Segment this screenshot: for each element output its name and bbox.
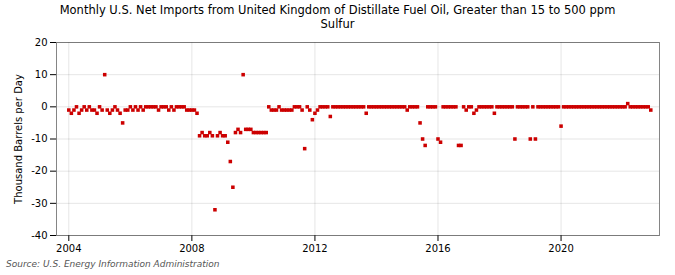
svg-text:Thousand Barrels per Day: Thousand Barrels per Day	[13, 74, 24, 205]
svg-text:-40: -40	[31, 229, 47, 240]
svg-text:2004: 2004	[56, 242, 81, 253]
svg-text:2008: 2008	[179, 242, 204, 253]
html-text:Monthly U.S. Net Imports from: Monthly U.S. Net Imports from United Kin…	[59, 3, 616, 32]
svg-text:-20: -20	[31, 165, 47, 176]
html-text:Source: U.S. Energy Informatio: Source: U.S. Energy Information Administ…	[6, 258, 220, 269]
svg-text:20: 20	[35, 36, 48, 47]
svg-text:2012: 2012	[302, 242, 327, 253]
svg-text:2016: 2016	[425, 242, 450, 253]
svg-text:10: 10	[35, 69, 48, 80]
svg-text:-30: -30	[31, 197, 47, 208]
svg-text:0: 0	[41, 101, 47, 112]
svg-text:2020: 2020	[548, 242, 573, 253]
svg-text:-10: -10	[31, 133, 47, 144]
